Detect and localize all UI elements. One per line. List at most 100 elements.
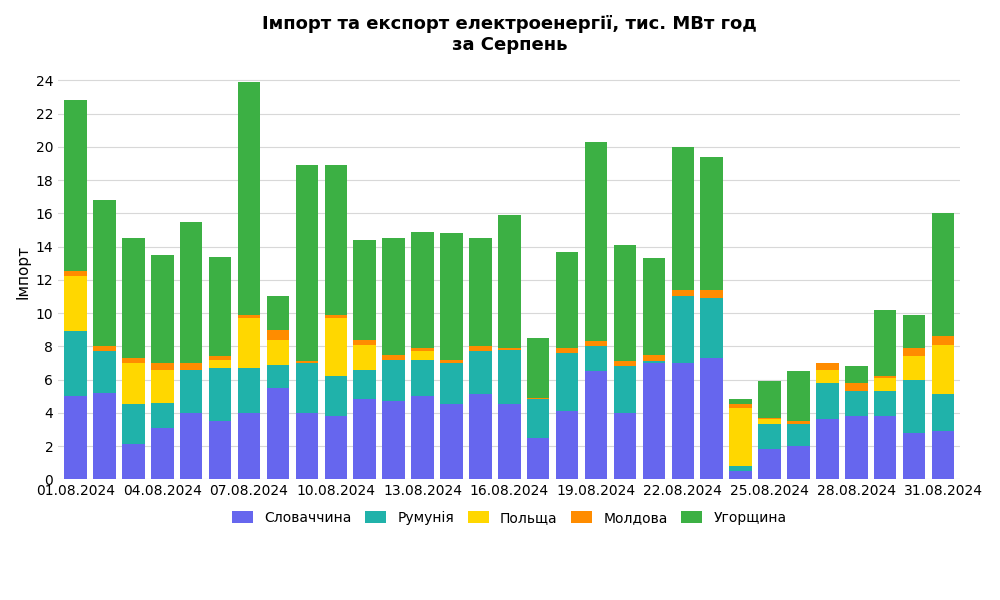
Bar <box>845 391 868 416</box>
Bar <box>122 363 145 404</box>
Bar <box>440 359 463 363</box>
Bar <box>614 245 636 361</box>
Bar <box>498 215 521 348</box>
Bar <box>498 404 521 479</box>
Bar <box>729 471 752 479</box>
Bar <box>353 370 376 400</box>
Bar <box>556 348 578 353</box>
Bar <box>672 296 694 363</box>
Bar <box>585 371 607 479</box>
Bar <box>816 370 839 383</box>
Bar <box>64 396 87 479</box>
Bar <box>874 416 896 479</box>
Bar <box>845 383 868 391</box>
Bar <box>151 363 174 370</box>
Bar <box>527 400 549 438</box>
Bar <box>903 380 925 433</box>
Bar <box>932 431 954 479</box>
Bar <box>469 394 492 479</box>
Bar <box>151 255 174 363</box>
Bar <box>209 356 231 359</box>
Bar <box>845 366 868 383</box>
Bar <box>874 376 896 378</box>
Bar <box>614 361 636 366</box>
Bar <box>122 404 145 445</box>
Bar <box>643 361 665 363</box>
Bar <box>122 445 145 479</box>
Bar <box>411 396 434 479</box>
Bar <box>932 213 954 337</box>
Bar <box>180 413 202 479</box>
Bar <box>296 361 318 363</box>
Bar <box>469 351 492 394</box>
Bar <box>353 240 376 340</box>
Bar <box>267 388 289 479</box>
Bar <box>903 314 925 348</box>
Bar <box>64 271 87 277</box>
Bar <box>93 200 116 346</box>
Bar <box>787 424 810 446</box>
Bar <box>498 348 521 350</box>
Bar <box>585 142 607 341</box>
Bar <box>64 331 87 396</box>
Bar <box>787 421 810 424</box>
Bar <box>643 355 665 361</box>
Bar <box>151 370 174 403</box>
Bar <box>643 363 665 479</box>
Bar <box>556 251 578 348</box>
Bar <box>267 340 289 365</box>
Bar <box>758 418 781 419</box>
Bar <box>325 165 347 314</box>
Bar <box>787 446 810 479</box>
Bar <box>382 355 405 359</box>
Bar <box>151 428 174 479</box>
Bar <box>440 363 463 404</box>
Bar <box>267 329 289 340</box>
Bar <box>672 363 694 479</box>
Bar <box>267 365 289 388</box>
Bar <box>353 400 376 479</box>
Bar <box>903 356 925 380</box>
Bar <box>325 376 347 416</box>
Bar <box>932 344 954 394</box>
Bar <box>411 351 434 359</box>
Bar <box>209 257 231 356</box>
Bar <box>556 411 578 479</box>
Bar <box>440 233 463 359</box>
Bar <box>469 238 492 346</box>
Bar <box>700 290 723 298</box>
Bar <box>238 413 260 479</box>
Bar <box>122 238 145 358</box>
Bar <box>614 413 636 479</box>
Bar <box>93 393 116 479</box>
Bar <box>238 318 260 368</box>
Bar <box>700 298 723 358</box>
Bar <box>469 346 492 351</box>
Bar <box>700 358 723 479</box>
Bar <box>614 366 636 413</box>
Bar <box>758 449 781 479</box>
Bar <box>932 394 954 431</box>
Bar <box>440 404 463 479</box>
Bar <box>122 358 145 363</box>
Bar <box>527 338 549 398</box>
Bar <box>382 359 405 401</box>
Bar <box>672 290 694 296</box>
Bar <box>151 403 174 428</box>
Bar <box>874 378 896 391</box>
Bar <box>585 341 607 346</box>
Bar <box>758 424 781 449</box>
Bar <box>238 368 260 413</box>
Bar <box>238 314 260 318</box>
Bar <box>729 408 752 466</box>
Bar <box>729 466 752 471</box>
Bar <box>527 398 549 400</box>
Bar <box>296 413 318 479</box>
Bar <box>729 404 752 408</box>
Bar <box>411 232 434 348</box>
Bar <box>874 310 896 376</box>
Bar <box>353 340 376 344</box>
Title: Імпорт та експорт електроенергії, тис. МВт год
за Серпень: Імпорт та експорт електроенергії, тис. М… <box>262 15 757 54</box>
Bar <box>296 363 318 413</box>
Bar <box>64 277 87 331</box>
